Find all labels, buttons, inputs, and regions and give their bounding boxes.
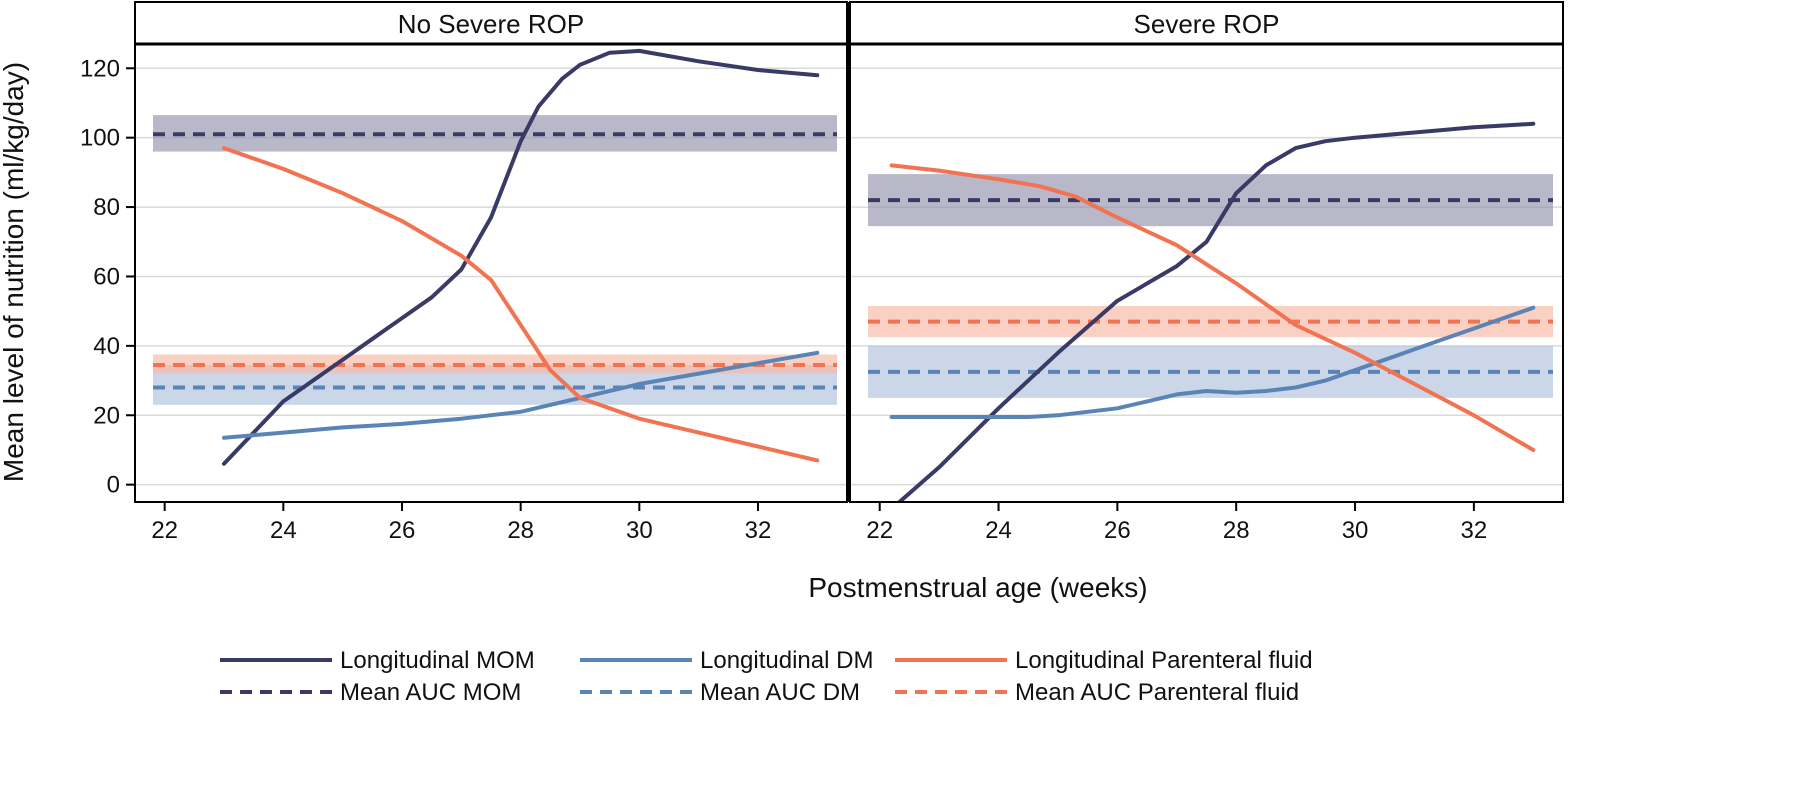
panel-frames: No Severe ROP Severe ROP — [134, 1, 1564, 503]
legend-label: Mean AUC Parenteral fluid — [1015, 679, 1299, 706]
y-tick-label: 20 — [93, 402, 120, 429]
y-axis-label: Mean level of nutrition (ml/kg/day) — [0, 62, 29, 482]
legend-item-mom-dashed: Mean AUC MOM — [220, 679, 521, 706]
legend-item-dm-solid: Longitudinal DM — [580, 647, 873, 674]
y-tick-label: 100 — [80, 125, 120, 152]
y-tick-label: 120 — [80, 55, 120, 82]
y-tick-label: 60 — [93, 263, 120, 290]
axes: 22 24 26 28 30 32 22 24 26 28 30 32 0 20 40 60 80 100 120 — [80, 55, 1487, 544]
y-tick-label: 80 — [93, 194, 120, 221]
legend-label: Mean AUC MOM — [340, 679, 521, 706]
legend: Longitudinal MOM Longitudinal DM Longitudi… — [220, 647, 1313, 706]
legend-label: Mean AUC DM — [700, 679, 860, 706]
x-tick-label: 26 — [389, 517, 416, 544]
x-tick-label: 28 — [1223, 517, 1250, 544]
x-tick-label: 30 — [1342, 517, 1369, 544]
legend-label: Longitudinal DM — [700, 647, 873, 674]
legend-item-mom-solid: Longitudinal MOM — [220, 647, 535, 674]
longitudinal-line-parenteral — [889, 163, 1536, 452]
x-tick-label: 32 — [745, 517, 772, 544]
panel-title: Severe ROP — [1134, 9, 1280, 39]
y-tick-label: 40 — [93, 333, 120, 360]
x-tick-label: 26 — [1104, 517, 1131, 544]
y-tick-label: 0 — [107, 472, 120, 499]
legend-label: Longitudinal Parenteral fluid — [1015, 647, 1313, 674]
panel-frame — [849, 1, 1564, 503]
longitudinal-line-parenteral — [222, 146, 820, 463]
legend-item-parenteral-solid: Longitudinal Parenteral fluid — [895, 647, 1313, 674]
x-tick-label: 30 — [626, 517, 653, 544]
series-lines — [153, 48, 1553, 502]
legend-label: Longitudinal MOM — [340, 647, 535, 674]
panel-frame — [134, 1, 848, 503]
x-tick-label: 22 — [151, 517, 178, 544]
auc-bands — [153, 115, 1553, 405]
legend-item-parenteral-dashed: Mean AUC Parenteral fluid — [895, 679, 1299, 706]
x-tick-label: 32 — [1461, 517, 1488, 544]
x-tick-label: 28 — [507, 517, 534, 544]
longitudinal-line-dm — [222, 350, 820, 440]
x-tick-label: 24 — [985, 517, 1012, 544]
x-axis-label: Postmenstrual age (weeks) — [808, 572, 1147, 603]
longitudinal-line-mom — [222, 48, 820, 466]
x-tick-label: 24 — [270, 517, 297, 544]
panel-title: No Severe ROP — [398, 9, 584, 39]
legend-item-dm-dashed: Mean AUC DM — [580, 679, 860, 706]
x-tick-label: 22 — [866, 517, 893, 544]
longitudinal-line-mom — [896, 121, 1536, 502]
